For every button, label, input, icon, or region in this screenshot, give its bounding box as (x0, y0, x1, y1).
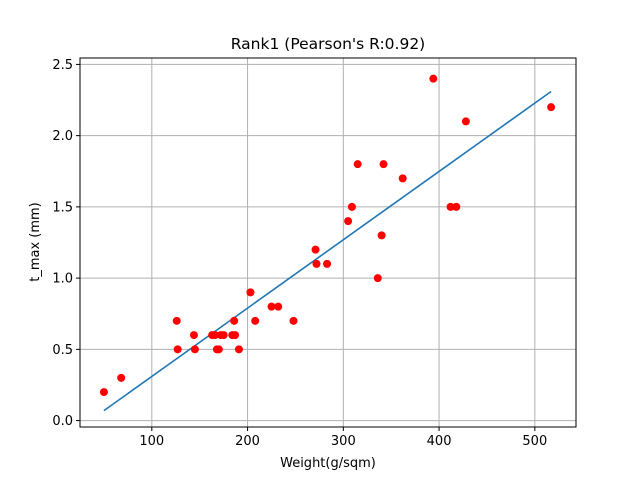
scatter-point (267, 302, 276, 311)
scatter-point (446, 202, 455, 211)
y-tick-label: 1.0 (52, 272, 73, 287)
scatter-point (289, 316, 298, 325)
scatter-point (214, 345, 223, 354)
scatter-point (452, 202, 461, 211)
scatter-point (323, 259, 332, 268)
fit-line-layer (103, 90, 552, 412)
plot-frame (79, 57, 577, 428)
scatter-point (230, 316, 239, 325)
scatter-point (189, 331, 198, 340)
scatter-point (353, 160, 362, 169)
scatter-point (219, 331, 228, 340)
scatter-point (190, 345, 199, 354)
x-tick-label: 500 (522, 434, 547, 449)
y-tick-label: 2.0 (52, 129, 73, 144)
chart-title: Rank1 (Pearson's R:0.92) (231, 35, 425, 53)
scatter-point (311, 245, 320, 254)
scatter-point (211, 331, 220, 340)
scatter-point (347, 202, 356, 211)
x-axis-label: Weight(g/sqm) (280, 456, 376, 471)
scatter-point (172, 316, 181, 325)
scatter-point (373, 274, 382, 283)
x-axis-ticks: 100 200 300 400 500 (139, 427, 547, 449)
scatter-point (246, 288, 255, 297)
grid-lines (80, 58, 576, 427)
y-tick-label: 1.5 (52, 200, 73, 215)
scatter-point (173, 345, 182, 354)
scatter-point (377, 231, 386, 240)
y-tick-label: 0.0 (52, 414, 73, 429)
scatter-point (429, 74, 438, 83)
scatter-point (231, 331, 240, 340)
scatter-point (344, 217, 353, 226)
y-tick-label: 2.5 (52, 58, 73, 73)
scatter-points-layer (99, 74, 556, 397)
x-tick-label: 100 (139, 434, 164, 449)
scatter-point (234, 345, 243, 354)
y-axis-label: t_max (mm) (28, 202, 43, 282)
scatter-point (117, 373, 126, 382)
scatter-point (251, 316, 260, 325)
fit-line (103, 90, 552, 412)
x-tick-label: 300 (331, 434, 356, 449)
scatter-point (312, 259, 321, 268)
scatter-point (379, 160, 388, 169)
scatter-point (461, 117, 470, 126)
y-axis-ticks: 0.0 0.5 1.0 1.5 2.0 2.5 (52, 58, 80, 429)
scatter-point (398, 174, 407, 183)
scatter-point (99, 388, 108, 397)
scatter-point (274, 302, 283, 311)
scatter-point (547, 103, 556, 112)
x-tick-label: 400 (427, 434, 452, 449)
y-tick-label: 0.5 (52, 343, 73, 358)
x-tick-label: 200 (235, 434, 260, 449)
